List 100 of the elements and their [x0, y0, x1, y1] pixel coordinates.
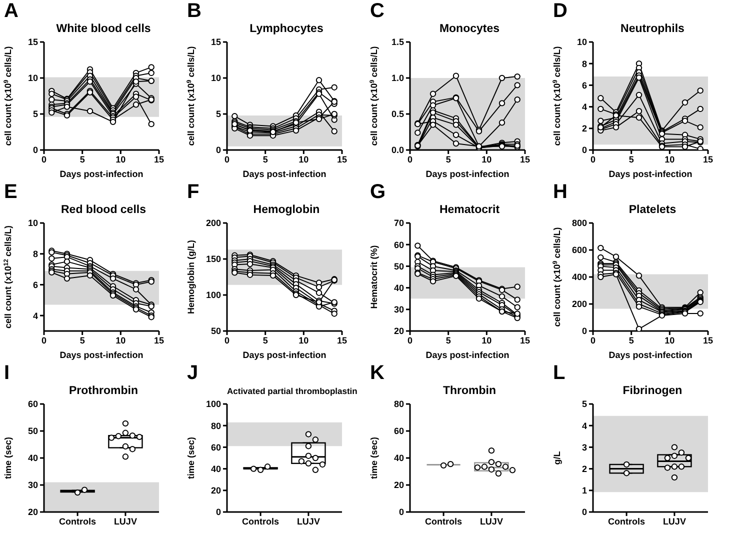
x-tick-label: Controls [608, 516, 646, 526]
y-tick-label: 10 [576, 37, 587, 48]
chart-title: Hematocrit [438, 203, 501, 217]
y-tick-label: 0.5 [391, 109, 404, 120]
x-axis-title: Days post-infection [242, 350, 326, 360]
y-tick-label: 60 [210, 442, 221, 452]
x-tick-label: 5 [262, 154, 268, 164]
y-tick-label: 80 [210, 420, 221, 431]
x-tick-label: 15 [336, 154, 348, 164]
y-tick-label: 5 [32, 109, 38, 120]
x-tick-label: 0 [41, 154, 47, 164]
y-axis-title: Hemoglobin (g/L) [186, 240, 196, 314]
x-tick-label: 10 [482, 335, 492, 346]
x-tick-label: 10 [482, 154, 492, 164]
y-axis-title: g/L [552, 450, 562, 465]
y-tick-label: 10 [210, 73, 221, 84]
y-tick-label: 400 [572, 272, 587, 282]
x-tick-label: 5 [628, 335, 634, 346]
y-tick-label: 1 [582, 486, 587, 496]
x-tick-label: LUJV [296, 516, 320, 526]
chart-title: Lymphocytes [248, 22, 324, 36]
text: H [553, 181, 568, 204]
x-tick-label: 15 [154, 335, 164, 346]
x-tick-label: Controls [242, 516, 280, 526]
x-tick-label: 15 [702, 335, 714, 346]
y-tick-label: 70 [394, 218, 404, 228]
x-tick-label: LUJV [480, 516, 503, 526]
y-tick-label: 0 [582, 145, 587, 156]
y-tick-label: 50 [28, 426, 38, 436]
y-tick-label: 0 [32, 145, 38, 156]
y-tick-label: 10 [28, 218, 38, 228]
x-tick-label: 0 [224, 154, 230, 164]
x-axis-title: Days post-infection [426, 350, 510, 360]
x-tick-label: 5 [262, 335, 268, 346]
x-tick-label: 5 [446, 335, 451, 346]
y-tick-label: 0 [216, 507, 221, 518]
y-tick-label: 15 [28, 37, 38, 48]
x-tick-label: 15 [154, 154, 164, 164]
text: G [370, 181, 386, 204]
y-tick-label: 1.5 [391, 37, 404, 48]
y-axis-title: time (sec) [3, 436, 13, 480]
x-tick-label: 15 [702, 154, 714, 164]
x-tick-label: 0 [224, 335, 230, 346]
chart-title: Prothrombin [68, 384, 139, 398]
y-tick-label: 30 [394, 304, 404, 315]
y-tick-label: 80 [394, 399, 404, 410]
y-tick-label: 0.0 [391, 145, 404, 156]
x-tick-label: Controls [425, 516, 462, 526]
y-axis-title: time (sec) [369, 436, 379, 480]
text: C [370, 0, 384, 23]
text: L [553, 362, 566, 385]
y-tick-label: 40 [394, 453, 404, 464]
y-tick-label: 8 [582, 58, 587, 69]
x-tick-label: 15 [520, 335, 530, 346]
y-tick-label: 3 [582, 442, 587, 452]
y-tick-label: 200 [206, 218, 221, 228]
y-tick-label: 60 [28, 399, 38, 410]
y-tick-label: 600 [572, 245, 587, 256]
y-tick-label: 40 [394, 282, 404, 293]
y-tick-label: 20 [394, 480, 404, 490]
y-tick-label: 0 [582, 326, 587, 336]
x-tick-label: 0 [407, 335, 413, 346]
x-tick-label: 10 [116, 154, 126, 164]
x-tick-label: Controls [59, 516, 96, 526]
y-tick-label: 20 [394, 326, 404, 336]
y-tick-label: 1.0 [391, 73, 404, 84]
x-tick-label: 0 [41, 335, 47, 346]
x-tick-label: 5 [80, 154, 85, 164]
y-tick-label: 4 [582, 420, 587, 431]
chart-title: White blood cells [55, 22, 152, 36]
text: B [187, 0, 202, 23]
y-tick-label: 800 [572, 218, 587, 228]
x-tick-label: 15 [520, 154, 530, 164]
y-tick-label: 4 [32, 310, 38, 321]
text: A [4, 0, 18, 23]
text: F [187, 181, 200, 204]
x-axis-title: Days post-infection [60, 169, 144, 179]
x-tick-label: LUJV [662, 516, 686, 526]
y-tick-label: 100 [206, 399, 221, 410]
y-tick-label: 60 [394, 240, 404, 250]
y-tick-label: 0 [582, 507, 587, 518]
y-tick-label: 100 [206, 290, 221, 300]
x-axis-title: Days post-infection [426, 169, 510, 179]
x-tick-label: 0 [590, 335, 596, 346]
y-tick-label: 2 [582, 464, 587, 474]
chart-title: Neutrophils [620, 22, 686, 36]
x-tick-label: 0 [590, 154, 596, 164]
text: D [553, 0, 568, 23]
x-tick-label: 10 [664, 154, 675, 164]
y-tick-label: 15 [210, 37, 221, 48]
x-tick-label: 5 [80, 335, 85, 346]
chart-title: Monocytes [438, 22, 501, 36]
y-tick-label: 60 [394, 426, 404, 436]
y-tick-label: 20 [210, 486, 221, 496]
y-axis-title: time (sec) [186, 436, 196, 480]
x-tick-label: 10 [116, 335, 126, 346]
chart-title: Thrombin [442, 384, 498, 398]
text: J [187, 362, 198, 385]
y-tick-label: 50 [210, 326, 221, 336]
x-tick-label: 15 [336, 335, 348, 346]
